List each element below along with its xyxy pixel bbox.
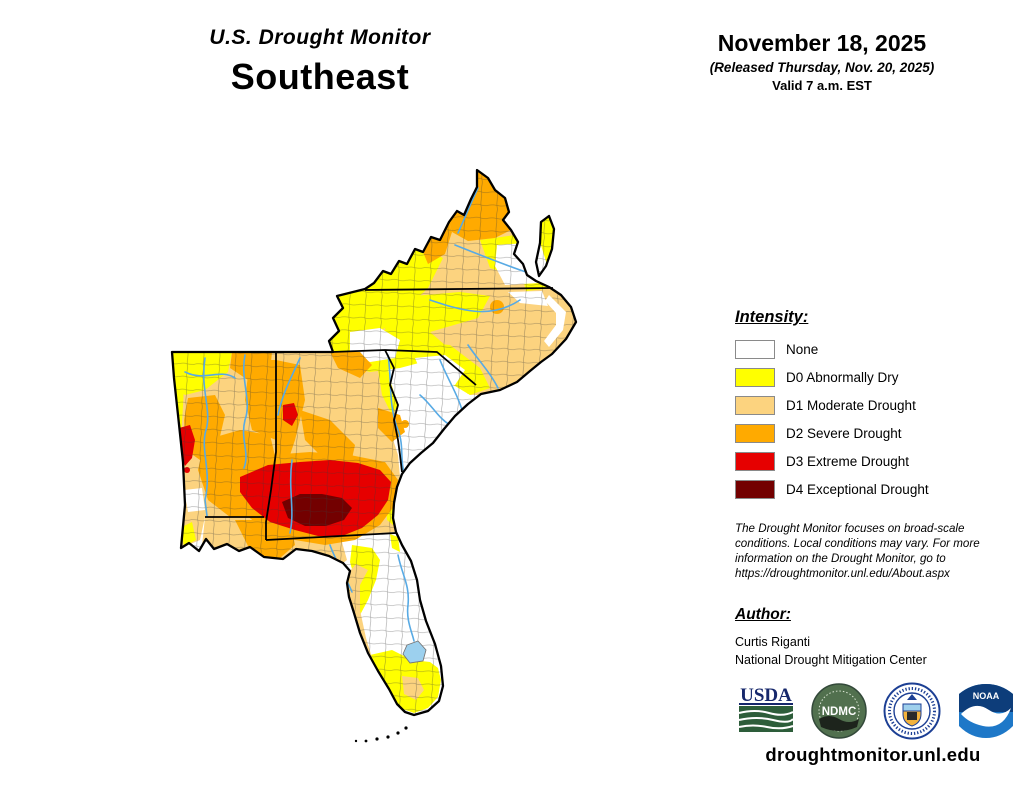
- florida-keys: [354, 726, 408, 743]
- region-coastline: [170, 168, 578, 717]
- legend-label: D0 Abnormally Dry: [786, 369, 899, 385]
- commerce-logo: [883, 682, 941, 740]
- delmarva-coastline: [534, 214, 556, 278]
- legend-row: D0 Abnormally Dry: [735, 367, 1010, 387]
- title-block: U.S. Drought Monitor Southeast: [130, 26, 510, 98]
- lake-okeechobee: [402, 640, 427, 664]
- legend-label: D3 Extreme Drought: [786, 453, 910, 469]
- legend-items: None D0 Abnormally Dry D1 Moderate Drought…: [735, 339, 1010, 499]
- ndmc-logo: NDMC: [811, 683, 867, 739]
- page-title: U.S. Drought Monitor: [209, 26, 431, 49]
- region-title: Southeast: [230, 56, 410, 97]
- legend-label: D1 Moderate Drought: [786, 397, 916, 413]
- legend-swatch: [735, 367, 775, 387]
- drought-shading-layers: [172, 170, 576, 715]
- author-org: National Drought Mitigation Center: [735, 653, 927, 668]
- state-borders: [205, 287, 554, 541]
- author-heading: Author:: [735, 606, 791, 623]
- valid-time: Valid 7 a.m. EST: [772, 78, 872, 93]
- author-block: Author: Curtis Riganti National Drought …: [735, 606, 1005, 669]
- rivers: [184, 187, 527, 642]
- map-date: November 18, 2025: [717, 30, 927, 56]
- legend-row: D3 Extreme Drought: [735, 451, 1010, 471]
- usda-logo: USDA: [738, 685, 794, 732]
- legend-row: None: [735, 339, 1010, 359]
- legend-swatch: [735, 395, 775, 415]
- pamlico-sound: [544, 295, 566, 347]
- legend-label: None: [786, 341, 819, 357]
- noaa-logo: NOAA: [959, 684, 1013, 738]
- legend-row: D4 Exceptional Drought: [735, 479, 1010, 499]
- legend-swatch: [735, 339, 775, 359]
- release-date: (Released Thursday, Nov. 20, 2025): [709, 60, 935, 75]
- agency-logos: USDA NDMC NOAA: [737, 682, 1015, 740]
- disclaimer-text: The Drought Monitor focuses on broad-sca…: [735, 522, 980, 581]
- legend-swatch: [735, 479, 775, 499]
- county-lines-texture: [172, 170, 576, 715]
- legend: Intensity: None D0 Abnormally Dry D1 Moder…: [735, 308, 1010, 507]
- southeast-drought-map: [170, 168, 578, 743]
- date-block: November 18, 2025 (Released Thursday, No…: [672, 30, 972, 93]
- site-url: droughtmonitor.unl.edu: [765, 744, 981, 765]
- legend-swatch: [735, 451, 775, 471]
- legend-row: D1 Moderate Drought: [735, 395, 1010, 415]
- legend-label: D2 Severe Drought: [786, 425, 902, 441]
- usda-logo-text: USDA: [740, 685, 792, 706]
- ndmc-logo-text: NDMC: [822, 706, 857, 718]
- legend-label: D4 Exceptional Drought: [786, 481, 929, 497]
- legend-swatch: [735, 423, 775, 443]
- author-name: Curtis Riganti: [735, 635, 811, 649]
- noaa-logo-text: NOAA: [973, 691, 1000, 701]
- legend-heading: Intensity:: [735, 308, 809, 326]
- legend-row: D2 Severe Drought: [735, 423, 1010, 443]
